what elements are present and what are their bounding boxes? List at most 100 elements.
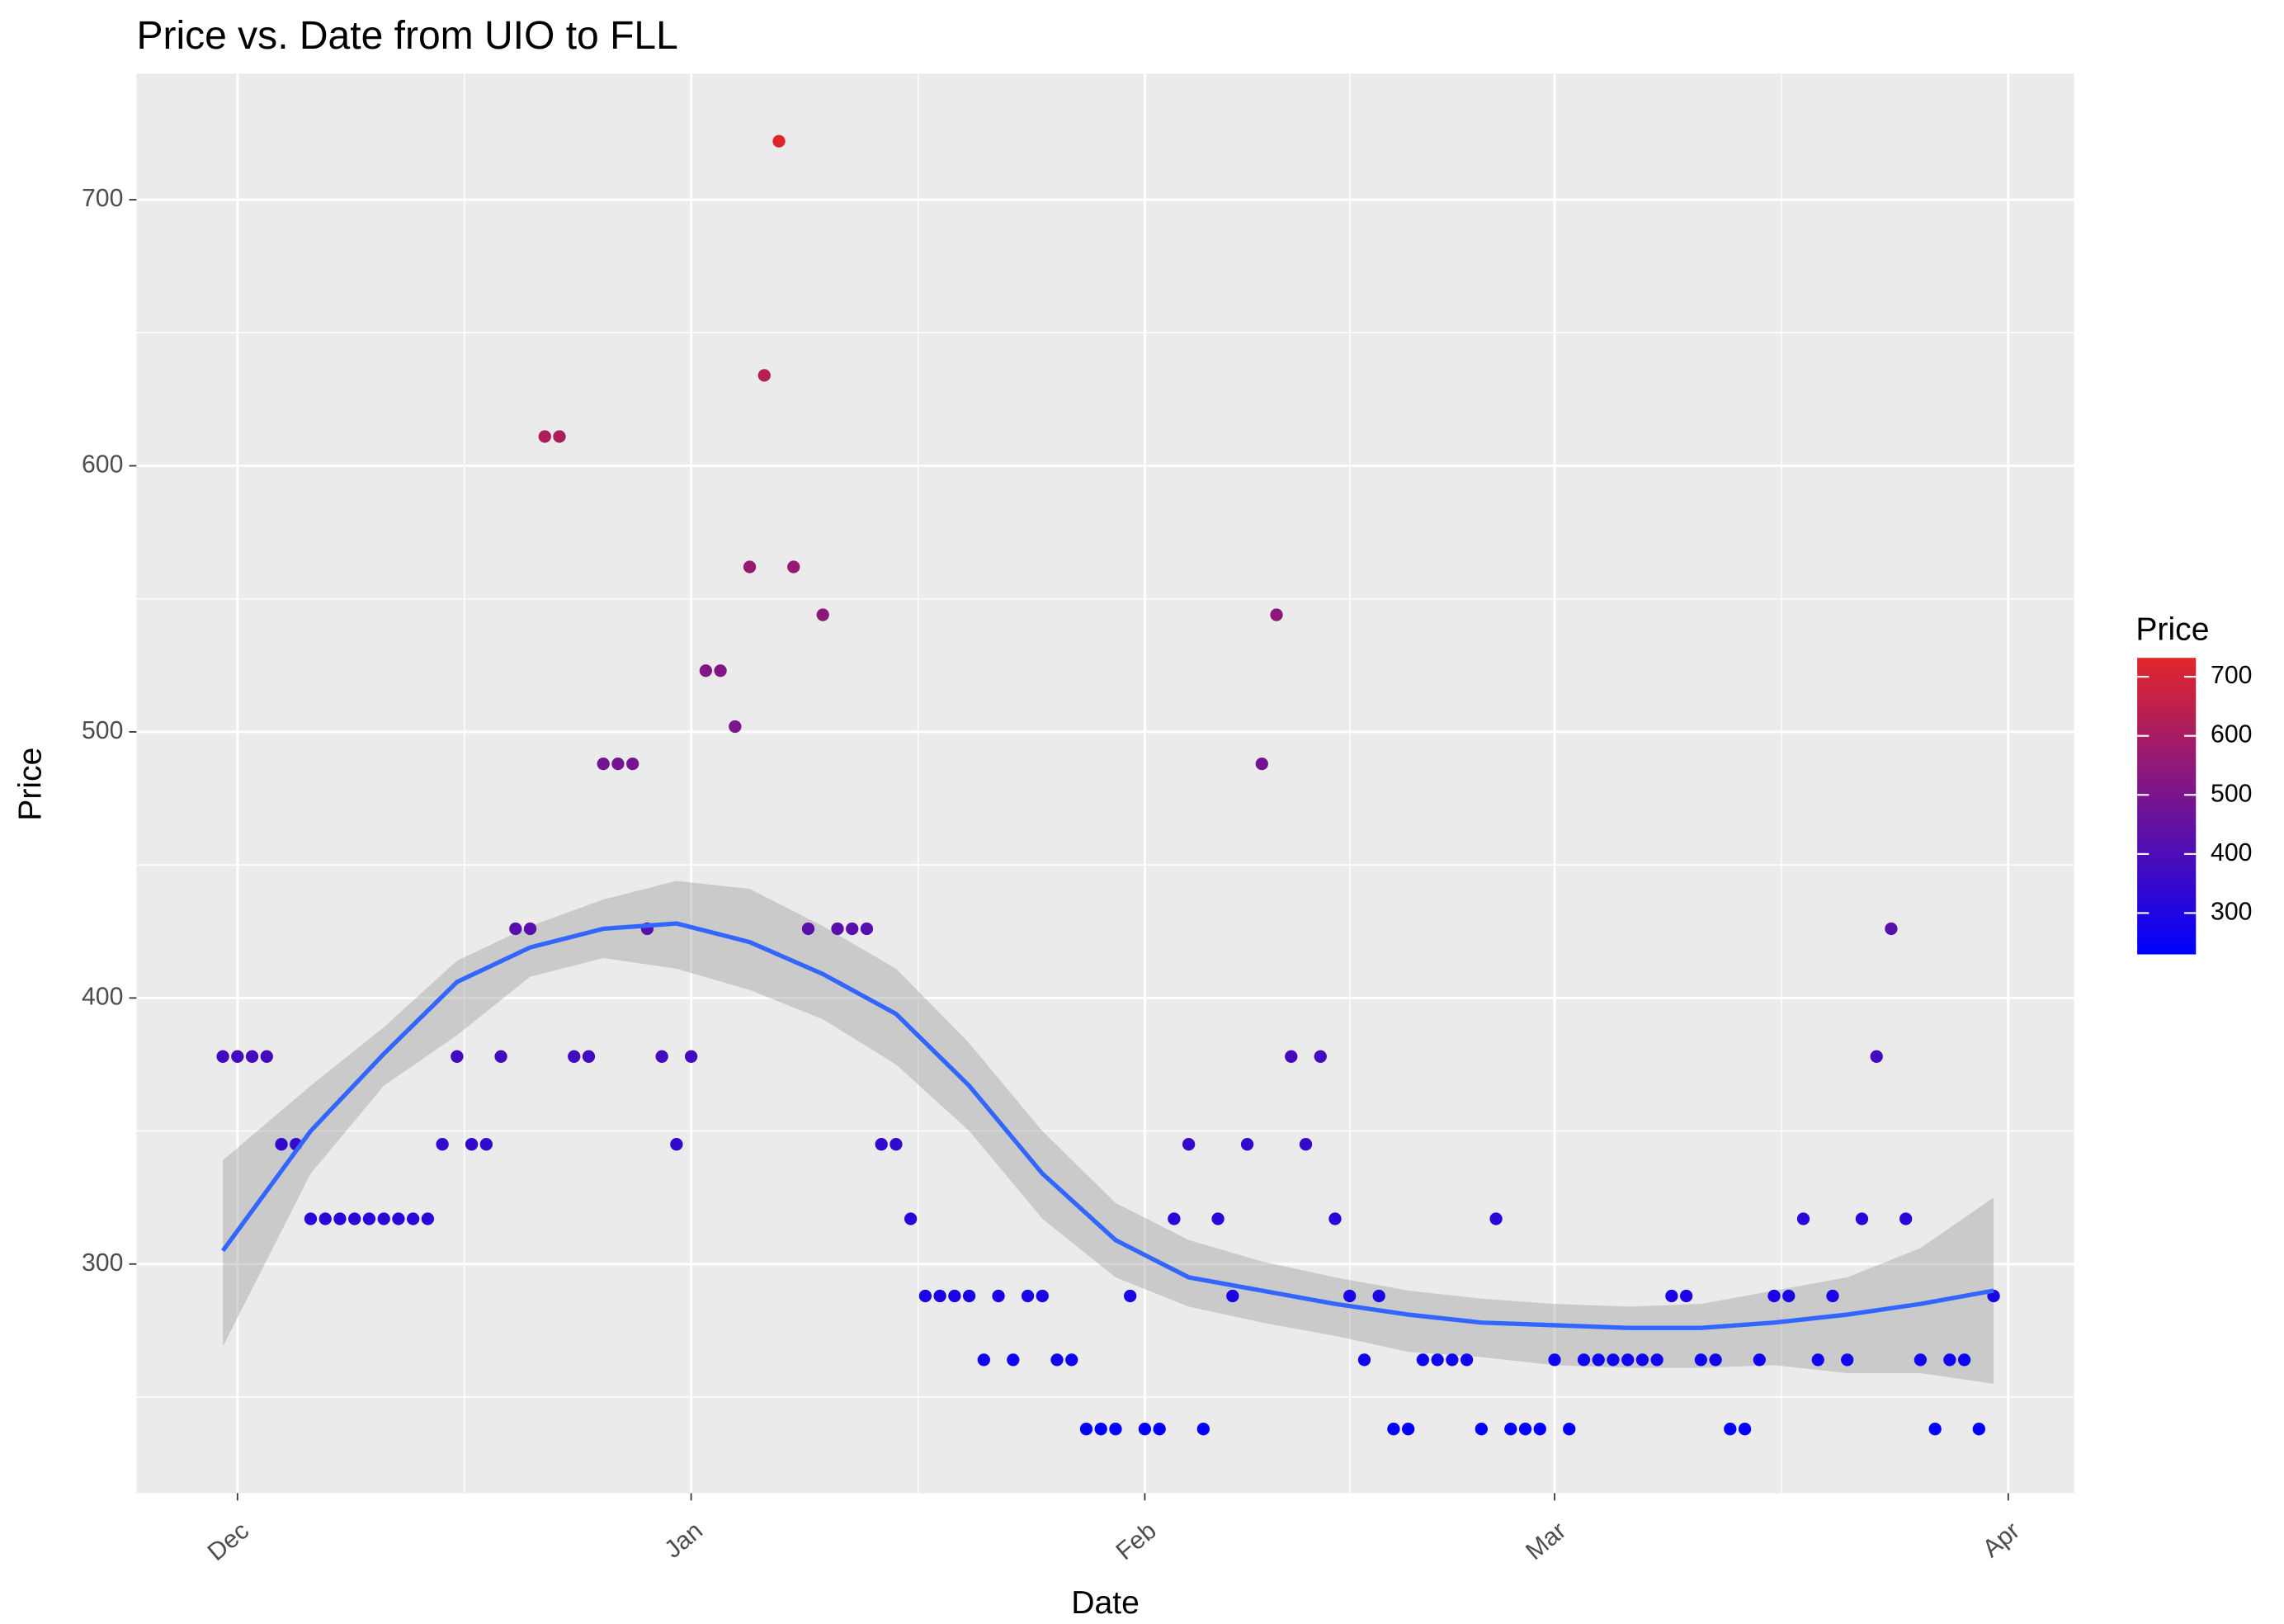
point xyxy=(421,1212,435,1225)
point xyxy=(1226,1289,1239,1303)
point xyxy=(1885,922,1898,936)
point xyxy=(611,757,625,771)
point xyxy=(1138,1423,1152,1436)
point xyxy=(275,1138,288,1151)
point xyxy=(875,1138,888,1151)
point xyxy=(479,1138,493,1151)
point xyxy=(933,1289,946,1303)
x-tick-label: Mar xyxy=(1521,1517,1571,1565)
y-tick-label: 300 xyxy=(82,1249,123,1277)
point xyxy=(743,560,757,574)
point xyxy=(1240,1138,1254,1151)
point xyxy=(1314,1050,1327,1063)
point xyxy=(362,1212,376,1225)
point xyxy=(333,1212,347,1225)
point xyxy=(846,922,859,936)
point xyxy=(1607,1353,1620,1367)
point xyxy=(1957,1353,1971,1367)
point xyxy=(1533,1423,1546,1436)
point xyxy=(538,430,551,443)
point xyxy=(406,1212,420,1225)
legend-tick-label: 600 xyxy=(2211,721,2252,748)
point xyxy=(655,1050,668,1063)
point xyxy=(216,1050,229,1063)
point xyxy=(1446,1353,1459,1367)
point xyxy=(1285,1050,1298,1063)
point xyxy=(1592,1353,1605,1367)
point xyxy=(699,664,712,677)
point xyxy=(597,757,610,771)
point xyxy=(1694,1353,1708,1367)
point xyxy=(1899,1212,1913,1225)
point xyxy=(860,922,874,936)
point xyxy=(670,1138,683,1151)
point xyxy=(1124,1289,1137,1303)
point xyxy=(1196,1423,1210,1436)
point xyxy=(436,1138,449,1151)
point xyxy=(801,922,815,936)
point xyxy=(1650,1353,1663,1367)
point xyxy=(684,1050,698,1063)
point xyxy=(1635,1353,1649,1367)
point xyxy=(553,430,566,443)
point xyxy=(1679,1289,1693,1303)
point xyxy=(1402,1423,1415,1436)
panel xyxy=(136,73,2074,1494)
point xyxy=(1855,1212,1869,1225)
point xyxy=(245,1050,259,1063)
chart-title: Price vs. Date from UIO to FLL xyxy=(136,14,677,58)
point xyxy=(816,608,829,621)
point xyxy=(1577,1353,1591,1367)
point xyxy=(626,757,639,771)
point xyxy=(1036,1289,1049,1303)
y-tick-label: 600 xyxy=(82,451,123,478)
point xyxy=(1007,1353,1020,1367)
point xyxy=(757,369,771,382)
point xyxy=(1328,1212,1342,1225)
point xyxy=(348,1212,361,1225)
point xyxy=(729,720,742,734)
point xyxy=(231,1050,244,1063)
point xyxy=(1943,1353,1956,1367)
point xyxy=(1270,608,1283,621)
legend-tick-label: 400 xyxy=(2211,839,2252,866)
point xyxy=(1299,1138,1313,1151)
y-axis-title: Price xyxy=(12,748,48,821)
point xyxy=(1168,1212,1181,1225)
point xyxy=(1841,1353,1854,1367)
point xyxy=(1094,1423,1107,1436)
point xyxy=(377,1212,390,1225)
legend-tick-label: 500 xyxy=(2211,780,2252,807)
point xyxy=(1563,1423,1576,1436)
y-tick-label: 700 xyxy=(82,185,123,212)
x-tick-label: Jan xyxy=(659,1517,708,1564)
point xyxy=(1928,1423,1942,1436)
point xyxy=(962,1289,976,1303)
point xyxy=(1153,1423,1166,1436)
point xyxy=(1489,1212,1503,1225)
point xyxy=(1914,1353,1928,1367)
y-tick-label: 500 xyxy=(82,717,123,744)
x-tick-label: Apr xyxy=(1978,1517,2025,1563)
point xyxy=(1021,1289,1035,1303)
confidence-band xyxy=(223,880,1994,1384)
point xyxy=(1050,1353,1064,1367)
point xyxy=(948,1289,961,1303)
grid xyxy=(136,73,2074,1494)
point xyxy=(1372,1289,1385,1303)
point xyxy=(392,1212,405,1225)
x-tick-label: Dec xyxy=(203,1517,254,1566)
point xyxy=(1504,1423,1517,1436)
point xyxy=(1621,1353,1635,1367)
legend-tick-label: 300 xyxy=(2211,898,2252,925)
point xyxy=(1826,1289,1839,1303)
point xyxy=(260,1050,273,1063)
point xyxy=(1065,1353,1078,1367)
point xyxy=(1255,757,1268,771)
point xyxy=(1724,1423,1737,1436)
point xyxy=(1182,1138,1196,1151)
point xyxy=(1870,1050,1883,1063)
point xyxy=(714,664,727,677)
point xyxy=(918,1289,932,1303)
